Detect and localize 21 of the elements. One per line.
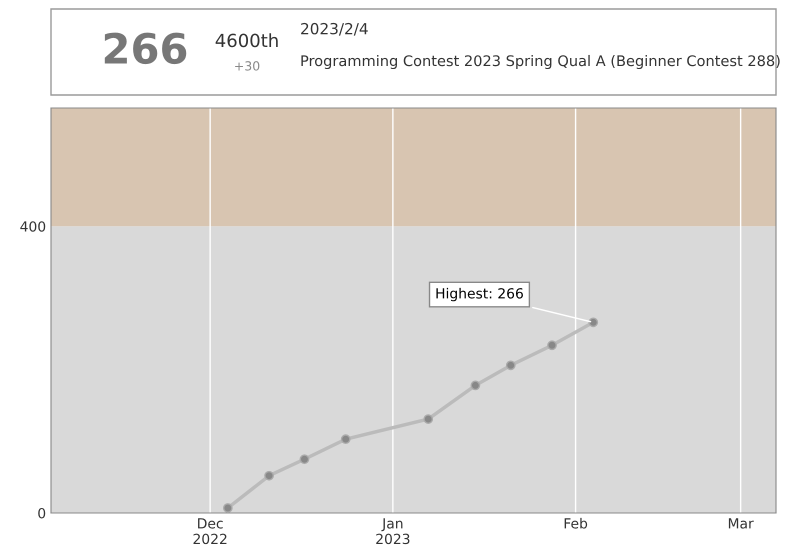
point: [470, 380, 480, 390]
x-tick-label: Dec 2022: [193, 518, 226, 544]
x-tick-label: Jan 2023: [376, 518, 410, 544]
x-tick-label: Mar: [728, 518, 754, 529]
point: [300, 454, 310, 464]
text: 2023/2/4: [301, 22, 368, 36]
text: +30: [235, 61, 260, 71]
point: [506, 360, 516, 370]
y-tick-label: 400: [20, 221, 46, 232]
point: [264, 470, 274, 481]
point: [588, 317, 598, 328]
x-tick-label: Feb: [564, 518, 588, 529]
y-tick-label: 0: [38, 508, 46, 518]
point: [423, 414, 434, 424]
point: [222, 503, 233, 513]
text: 4600th: [216, 33, 278, 48]
text: 266: [104, 32, 186, 64]
text: Programming Contest 2023 Spring Qual A (Beginner Contest 288): [301, 54, 780, 70]
annotation: Highest: 266: [436, 288, 523, 302]
point: [547, 340, 557, 350]
point: [340, 434, 351, 444]
